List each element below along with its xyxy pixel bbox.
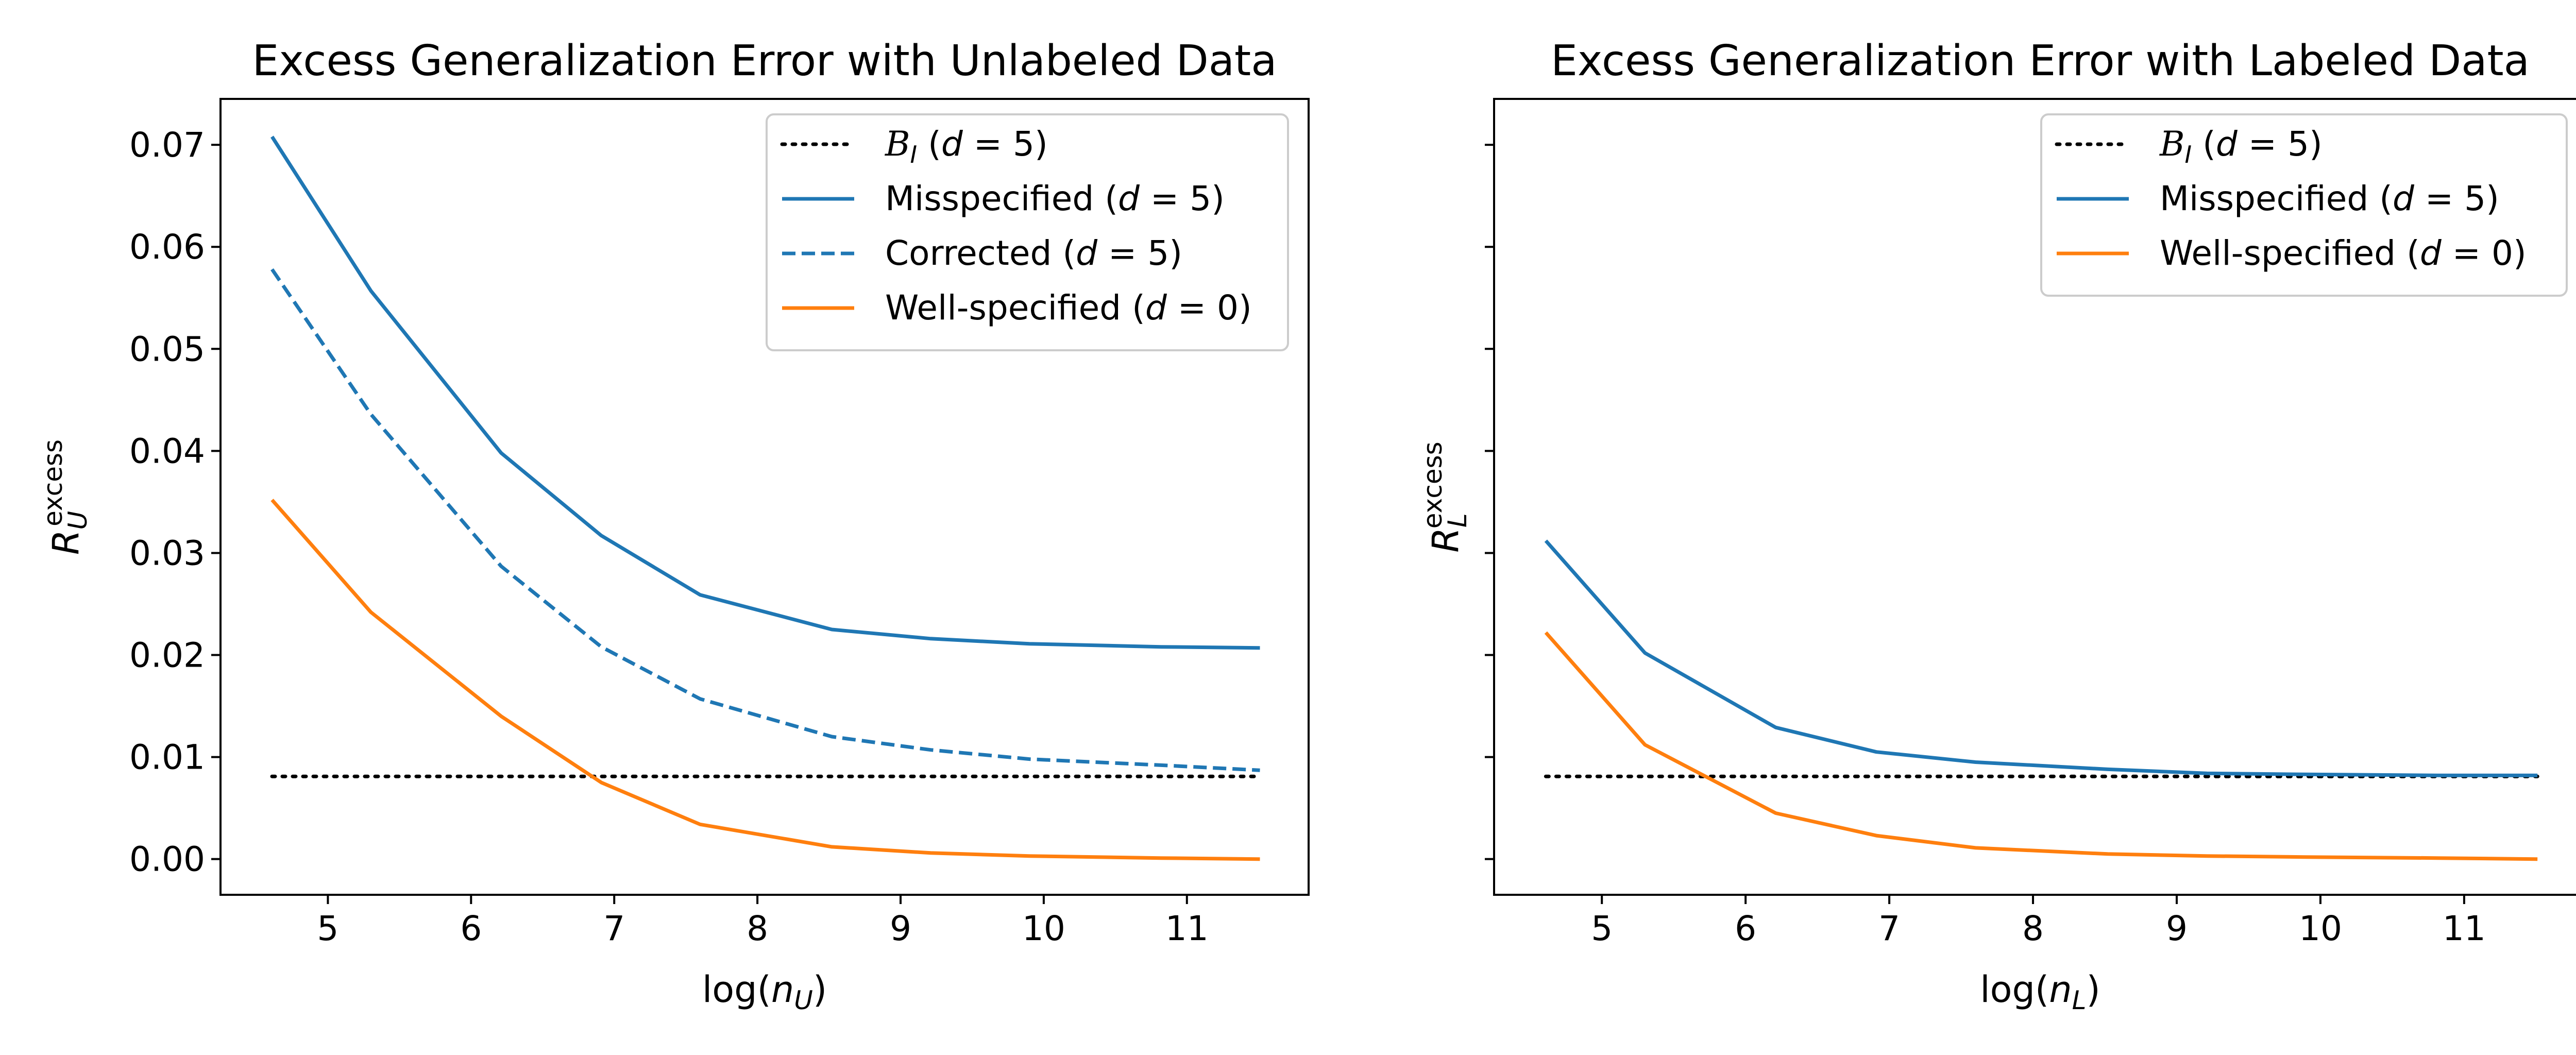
x-tick-label: 6: [460, 909, 482, 948]
series-line-corrected-d-5: [270, 268, 1260, 772]
y-axis-ticks: [1485, 144, 1494, 860]
x-tick-label: 5: [317, 909, 338, 948]
y-tick-label: 0.05: [129, 329, 205, 369]
x-tick-label: 9: [2166, 909, 2188, 948]
legend-label-well-specified-d-0: Well-specified (d = 0): [2160, 233, 2527, 273]
chart-unlabeled: Excess Generalization Error with Unlabel…: [38, 37, 1310, 1015]
y-tick-label: 0.06: [129, 227, 205, 267]
x-tick-label: 7: [603, 909, 625, 948]
x-tick-label: 8: [747, 909, 768, 948]
legend-label-misspecified-d-5: Misspecified (d = 5): [885, 179, 1225, 218]
series-line-misspecified-d-5: [1544, 539, 2538, 777]
x-axis-label: log(nL): [1980, 968, 2100, 1015]
legend: BI (d = 5) Misspecified (d = 5) Corrected …: [766, 113, 1289, 351]
x-tick-label: 10: [1022, 909, 1065, 948]
x-tick-label: 9: [890, 909, 911, 948]
legend-label-b-i-d-5: BI (d = 5): [2159, 124, 2323, 168]
legend-box: [766, 113, 1289, 351]
legend-label-b-i-d-5: BI (d = 5): [885, 124, 1048, 168]
legend-label-corrected-d-5: Corrected (d = 5): [885, 233, 1182, 273]
axes-frame: [219, 98, 1310, 896]
y-axis-label: RLexcess: [1418, 441, 1472, 552]
chart-labeled: Excess Generalization Error with Labeled…: [1418, 37, 2576, 1015]
legend-box: [2040, 113, 2568, 297]
y-axis-ticks: 0.00 0.01 0.02 0.03 0.04 0.05 0.06 0.07: [129, 125, 221, 879]
plot-area: [270, 135, 1262, 861]
x-tick-label: 11: [1165, 909, 1209, 948]
y-tick-label: 0.03: [129, 533, 205, 573]
x-tick-label: 5: [1591, 909, 1613, 948]
series-line-well-specified-d-0: [270, 499, 1260, 861]
axes-frame: [1493, 98, 2576, 896]
x-tick-label: 7: [1878, 909, 1900, 948]
x-tick-label: 11: [2443, 909, 2486, 948]
x-axis-ticks: 5 6 7 8 9 10 11: [317, 895, 1209, 948]
y-tick-label: 0.02: [129, 636, 205, 675]
series-line-well-specified-d-0: [1544, 631, 2538, 861]
legend-label-misspecified-d-5: Misspecified (d = 5): [2160, 179, 2499, 218]
chart-title: Excess Generalization Error with Unlabel…: [252, 37, 1277, 86]
series-line-misspecified-d-5: [270, 135, 1260, 650]
y-axis-label: RUexcess: [38, 439, 93, 555]
y-tick-label: 0.00: [129, 840, 205, 879]
legend-label-well-specified-d-0: Well-specified (d = 0): [885, 288, 1252, 328]
x-axis-ticks: 5 6 7 8 9 10 11: [1591, 895, 2486, 948]
y-tick-label: 0.07: [129, 125, 205, 165]
legend: BI (d = 5) Misspecified (d = 5) Well-speci…: [2040, 113, 2568, 297]
plot-area: [1544, 539, 2539, 861]
x-tick-label: 8: [2022, 909, 2044, 948]
y-tick-label: 0.04: [129, 431, 205, 471]
y-tick-label: 0.01: [129, 738, 205, 777]
x-tick-label: 6: [1735, 909, 1756, 948]
x-tick-label: 10: [2299, 909, 2342, 948]
chart-title: Excess Generalization Error with Labeled…: [1551, 37, 2530, 86]
